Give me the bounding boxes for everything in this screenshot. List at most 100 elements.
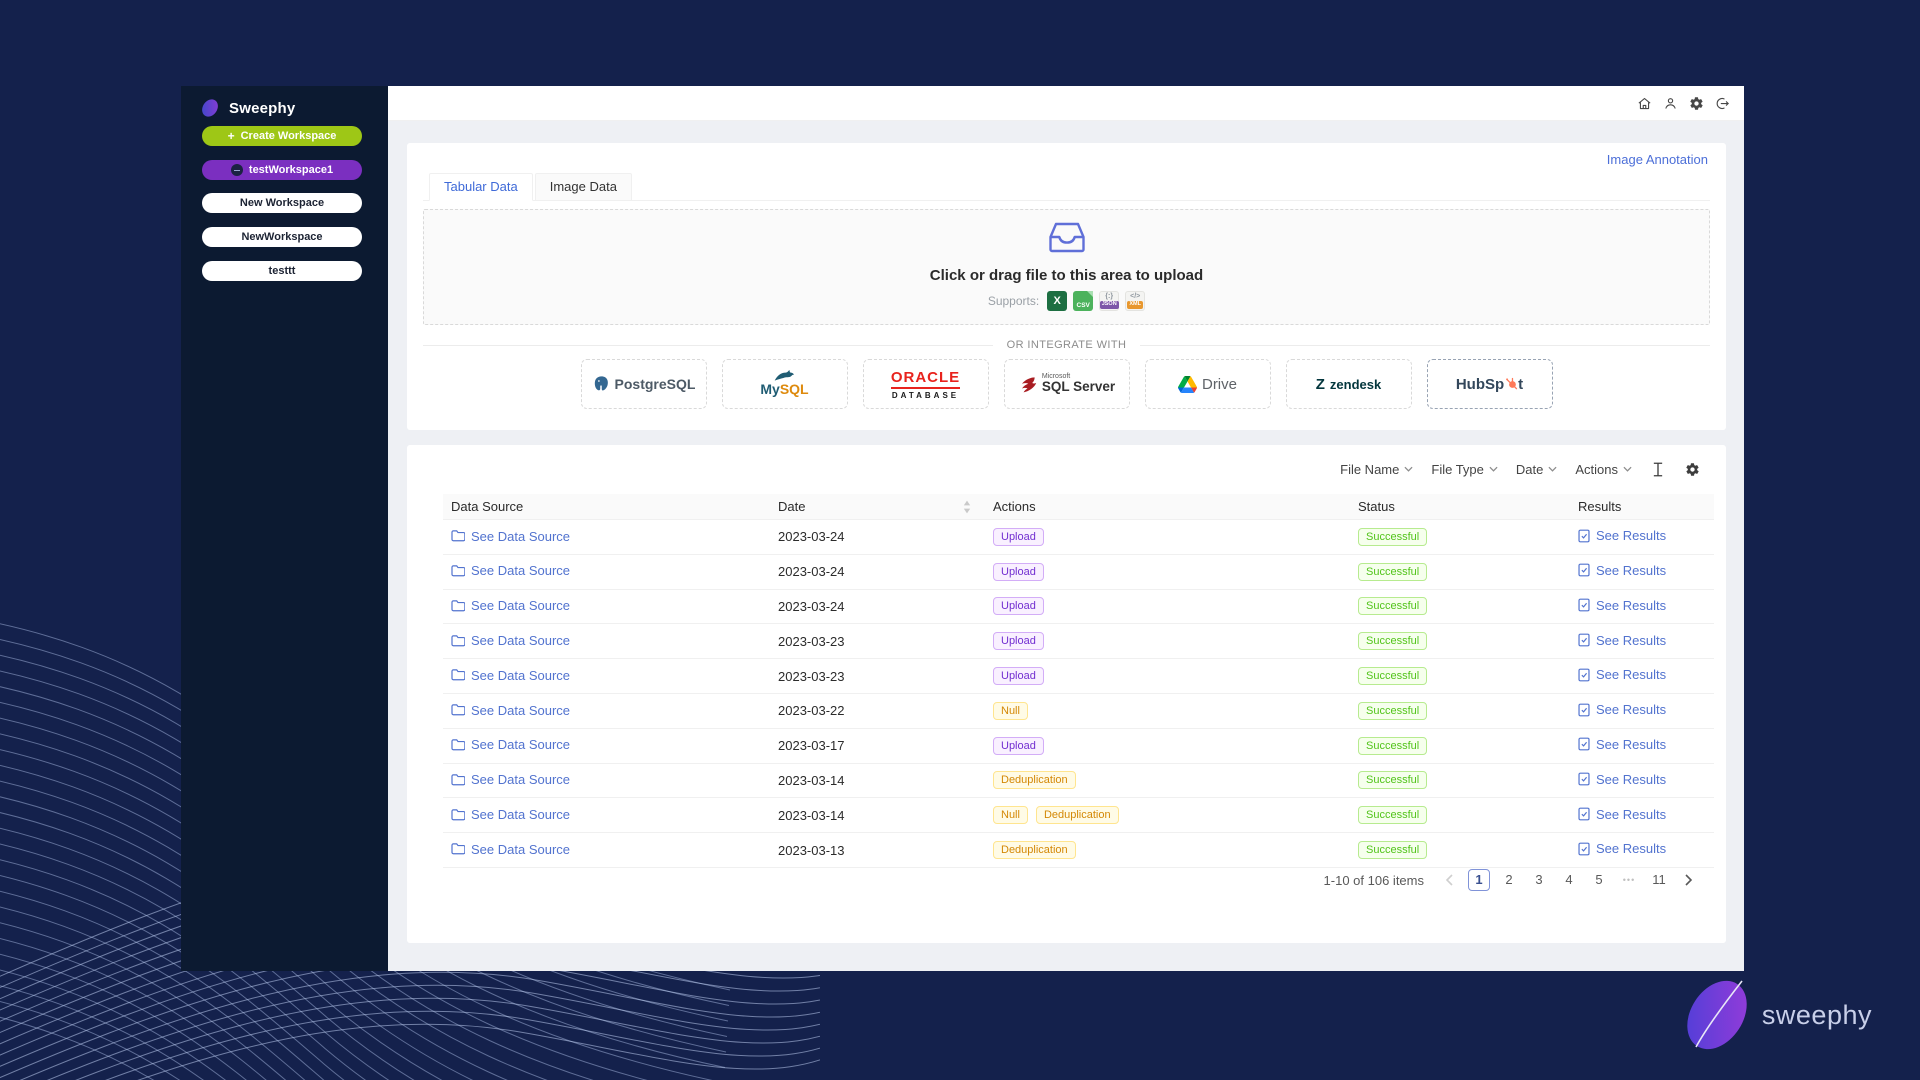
see-data-source-link[interactable]: See Data Source [451, 563, 570, 578]
workspace-button-testworkspace1[interactable]: testWorkspace1 [202, 160, 362, 180]
see-data-source-link[interactable]: See Data Source [451, 772, 570, 787]
folder-icon [451, 669, 465, 681]
file-results-icon [1578, 807, 1590, 821]
status-cell: Successful [1350, 667, 1570, 686]
create-workspace-button[interactable]: + Create Workspace [202, 126, 362, 146]
user-icon[interactable] [1662, 96, 1678, 112]
see-results-link[interactable]: See Results [1578, 807, 1666, 822]
integration-sql-server[interactable]: Microsoft SQL Server [1003, 359, 1130, 409]
hubspot-label-right: t [1518, 375, 1524, 393]
status-badge: Successful [1358, 736, 1428, 755]
actions-cell: Null [985, 701, 1350, 720]
see-data-source-link[interactable]: See Data Source [451, 668, 570, 683]
pagination-page-1[interactable]: 1 [1468, 869, 1490, 891]
chevron-down-icon [1623, 466, 1632, 472]
upload-dropzone[interactable]: Click or drag file to this area to uploa… [423, 209, 1710, 325]
integration-hubspot[interactable]: HubSp t [1426, 359, 1553, 409]
filter-date[interactable]: Date [1516, 462, 1557, 477]
integration-google-drive[interactable]: Drive [1144, 359, 1271, 409]
see-results-link[interactable]: See Results [1578, 563, 1666, 578]
workspace-button-testtt[interactable]: testtt [202, 261, 362, 281]
date-cell: 2023-03-23 [778, 633, 845, 649]
image-annotation-link[interactable]: Image Annotation [1606, 152, 1708, 167]
status-badge: Successful [1358, 841, 1428, 860]
integration-zendesk[interactable]: Z zendesk [1285, 359, 1412, 409]
pagination-page-11[interactable]: 11 [1652, 872, 1666, 887]
files-table-card: File Name File Type Date Actions [407, 445, 1726, 943]
filter-file-type[interactable]: File Type [1431, 462, 1498, 477]
see-results-link[interactable]: See Results [1578, 841, 1666, 856]
pagination-page-5[interactable]: 5 [1595, 872, 1603, 887]
status-cell: Successful [1350, 701, 1570, 720]
column-header-actions: Actions [993, 499, 1036, 514]
pagination-page-2[interactable]: 2 [1505, 872, 1513, 887]
main-panel: Image Annotation Tabular Data Image Data… [388, 86, 1744, 971]
see-results-link[interactable]: See Results [1578, 667, 1666, 682]
see-results-link[interactable]: See Results [1578, 598, 1666, 613]
workspace-label: NewWorkspace [241, 231, 323, 243]
chevron-down-icon [1404, 466, 1413, 472]
pagination-prev-icon[interactable] [1438, 869, 1460, 891]
integration-postgresql[interactable]: PostgreSQL [580, 359, 707, 409]
see-data-source-link[interactable]: See Data Source [451, 598, 570, 613]
logout-icon[interactable] [1714, 96, 1730, 112]
table-row: See Data Source 2023-03-13 Deduplication… [443, 833, 1714, 868]
pagination-next-icon[interactable] [1678, 869, 1700, 891]
filter-file-name[interactable]: File Name [1340, 462, 1413, 477]
workspace-button-new-workspace[interactable]: New Workspace [202, 193, 362, 213]
workspace-button-newworkspace[interactable]: NewWorkspace [202, 227, 362, 247]
folder-icon [451, 704, 465, 716]
date-cell: 2023-03-24 [778, 529, 845, 545]
table-row: See Data Source 2023-03-14 Deduplication… [443, 764, 1714, 799]
date-cell: 2023-03-24 [778, 598, 845, 614]
file-results-icon [1578, 668, 1590, 682]
see-data-source-link[interactable]: See Data Source [451, 529, 570, 544]
actions-cell: Deduplication [985, 771, 1350, 790]
table-settings-gear-icon[interactable] [1684, 461, 1700, 477]
actions-cell: Upload [985, 736, 1350, 755]
mysql-label-sql: SQL [779, 381, 809, 397]
see-results-link[interactable]: See Results [1578, 737, 1666, 752]
pagination-ellipsis: ••• [1622, 875, 1636, 885]
filter-actions[interactable]: Actions [1575, 462, 1632, 477]
see-results-link[interactable]: See Results [1578, 702, 1666, 717]
action-tag: Null [993, 806, 1028, 825]
see-data-source-link[interactable]: See Data Source [451, 633, 570, 648]
settings-gear-icon[interactable] [1688, 96, 1704, 112]
actions-cell: Upload [985, 667, 1350, 686]
pagination-page-3[interactable]: 3 [1535, 872, 1543, 887]
table-header-row: Data Source Date Actions Status Results [443, 494, 1714, 520]
see-results-link[interactable]: See Results [1578, 633, 1666, 648]
home-icon[interactable] [1636, 96, 1652, 112]
workspace-avatar-icon [230, 164, 243, 176]
tab-tabular-data[interactable]: Tabular Data [429, 173, 533, 201]
status-badge: Successful [1358, 806, 1428, 825]
folder-icon [451, 599, 465, 612]
row-height-icon[interactable] [1650, 461, 1666, 477]
integration-oracle[interactable]: ORACLE DATABASE [862, 359, 989, 409]
pagination-pages: 1 2 3 4 5 ••• 11 [1468, 869, 1670, 891]
postgresql-logo-icon [594, 376, 608, 391]
table-row: See Data Source 2023-03-23 Upload Succes… [443, 624, 1714, 660]
see-data-source-link[interactable]: See Data Source [451, 807, 570, 822]
zendesk-label: zendesk [1329, 376, 1382, 392]
tab-image-data[interactable]: Image Data [534, 173, 632, 201]
status-cell: Successful [1350, 527, 1570, 546]
integration-mysql[interactable]: MySQL [721, 359, 848, 409]
supports-label: Supports: [987, 294, 1040, 308]
see-data-source-link[interactable]: See Data Source [451, 703, 570, 718]
footer-brand-text: sweephy [1761, 999, 1872, 1030]
files-table: Data Source Date Actions Status Results … [443, 494, 1714, 868]
table-row: See Data Source 2023-03-24 Upload Succes… [443, 555, 1714, 590]
sort-carets-icon[interactable] [963, 500, 971, 514]
see-results-link[interactable]: See Results [1578, 528, 1666, 543]
integrate-divider: OR INTEGRATE WITH [423, 339, 1710, 351]
pagination-page-4[interactable]: 4 [1565, 872, 1573, 887]
date-cell: 2023-03-14 [778, 772, 845, 788]
folder-icon [451, 843, 465, 855]
column-header-date[interactable]: Date [770, 499, 985, 514]
excel-file-icon: X [1047, 291, 1068, 311]
see-data-source-link[interactable]: See Data Source [451, 737, 570, 752]
see-data-source-link[interactable]: See Data Source [451, 842, 570, 857]
see-results-link[interactable]: See Results [1578, 772, 1666, 787]
